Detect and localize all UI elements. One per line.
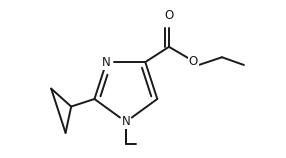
Text: O: O [189, 55, 198, 67]
Text: N: N [102, 56, 111, 69]
Text: N: N [122, 115, 130, 128]
Text: O: O [164, 9, 174, 22]
